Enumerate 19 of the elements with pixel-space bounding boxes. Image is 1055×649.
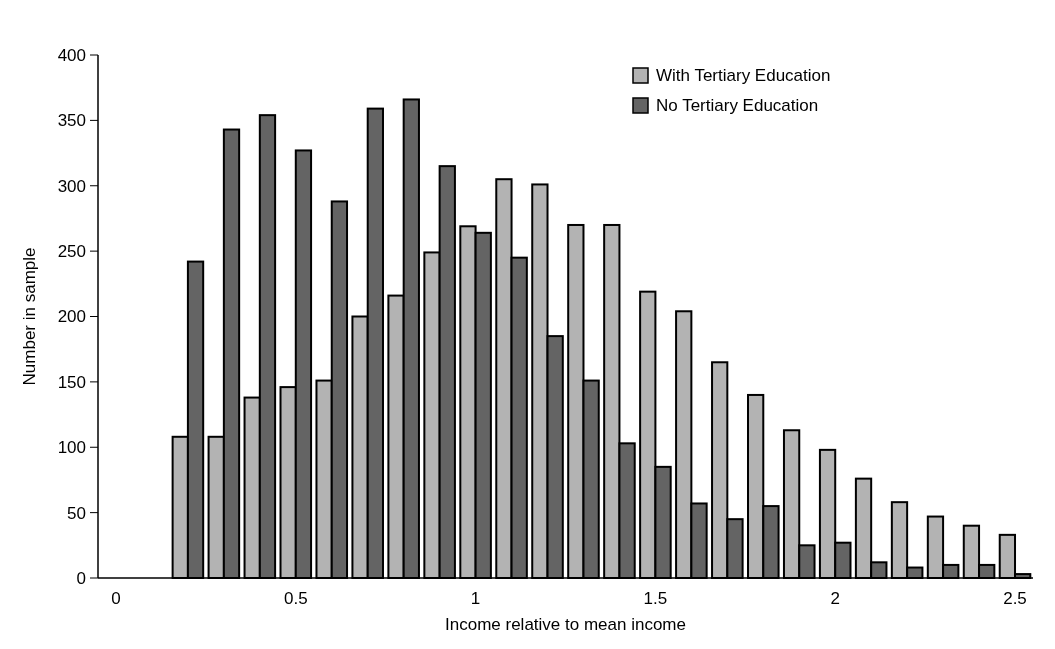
y-tick-label: 400 xyxy=(57,45,86,65)
x-tick-label: 1.5 xyxy=(643,589,668,608)
y-tick-label: 200 xyxy=(57,307,86,327)
legend-label: No Tertiary Education xyxy=(656,95,819,115)
y-tick-label: 300 xyxy=(57,176,86,196)
x-tick-label: 2 xyxy=(830,589,840,608)
y-tick-label: 350 xyxy=(57,111,86,131)
x-axis-title: Income relative to mean income xyxy=(445,615,686,634)
x-tick-label: 2.5 xyxy=(1003,589,1027,608)
y-axis-title: Number in sample xyxy=(20,247,39,386)
y-tick-label: 250 xyxy=(57,242,86,262)
y-tick-label: 50 xyxy=(67,503,86,523)
legend-label: With Tertiary Education xyxy=(656,65,831,85)
y-tick-label: 150 xyxy=(57,372,86,392)
y-tick-label: 0 xyxy=(76,568,86,588)
y-tick-label: 100 xyxy=(57,438,86,458)
x-tick-label: 0.5 xyxy=(283,589,308,608)
x-tick-label: 1 xyxy=(470,589,481,608)
x-tick-label: 0 xyxy=(111,589,121,608)
